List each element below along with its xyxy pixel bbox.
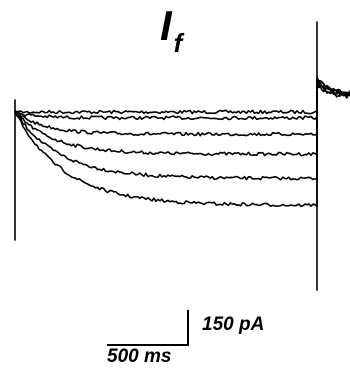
current-trace-4 [14,80,350,157]
current-trace-2 [14,76,350,121]
scale-bar-current-label: 150 pA [202,314,264,335]
current-trace-1 [14,77,350,115]
chart-title-main: I [160,2,173,49]
trace-group [14,21,350,291]
chart-title: If [160,2,185,58]
current-trace-5 [14,83,350,181]
scale-bar-time-label: 500 ms [107,346,171,367]
current-trace-3 [14,77,350,137]
current-trace-6 [14,84,350,208]
scale-bar: 150 pA 500 ms [107,310,264,367]
scale-bar-lines [107,310,189,346]
chart-title-subscript: f [174,28,185,58]
